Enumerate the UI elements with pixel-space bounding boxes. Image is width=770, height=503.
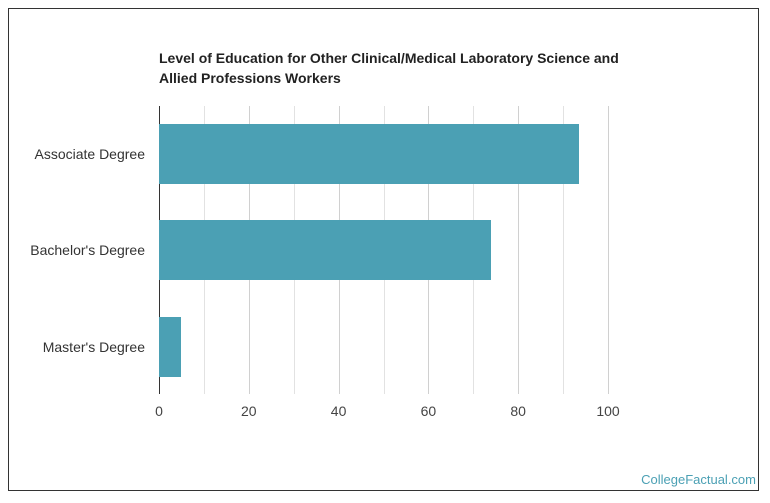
chart-title-line-2: Allied Professions Workers: [159, 70, 341, 86]
x-tick-label: 0: [155, 403, 163, 419]
x-tick-label: 40: [330, 403, 347, 419]
chart-title-line-1: Level of Education for Other Clinical/Me…: [159, 50, 619, 66]
bar[interactable]: [159, 220, 492, 280]
x-tick-label: 60: [420, 403, 437, 419]
gridline: [608, 106, 609, 394]
plot-area: [159, 106, 609, 394]
bar[interactable]: [159, 124, 579, 184]
source-credit[interactable]: CollegeFactual.com: [641, 472, 756, 487]
bar[interactable]: [159, 317, 182, 377]
gridline: [563, 106, 565, 394]
chart-title: Level of Education for Other Clinical/Me…: [159, 48, 629, 88]
x-tick-label: 100: [596, 403, 620, 419]
category-label: Bachelor's Degree: [30, 242, 145, 258]
x-tick-label: 20: [241, 403, 257, 419]
x-tick-label: 80: [510, 403, 526, 419]
category-label: Associate Degree: [34, 146, 145, 162]
gridline: [518, 106, 520, 394]
category-label: Master's Degree: [42, 339, 145, 355]
